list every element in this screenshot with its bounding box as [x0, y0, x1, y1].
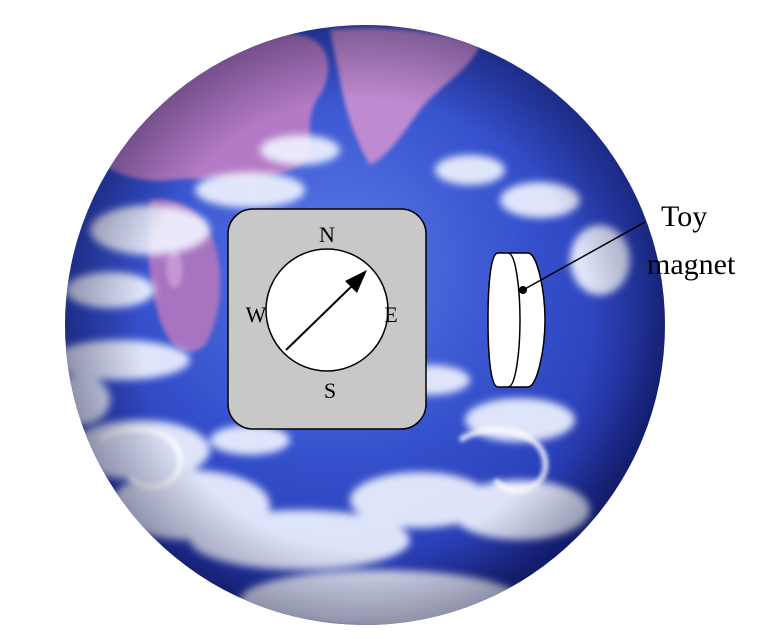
magnet-label-line1: Toy [661, 200, 707, 233]
compass: N E S W [227, 208, 427, 430]
compass-label-north: N [319, 222, 335, 247]
compass-label-east: E [384, 302, 397, 327]
toy-magnet [487, 252, 546, 388]
compass-label-south: S [324, 378, 336, 403]
compass-label-west: W [246, 302, 267, 327]
magnet-callout-line [522, 221, 646, 291]
compass-needle-arrow [285, 270, 367, 351]
magnet-edge [507, 252, 521, 388]
magnet-label-line2: magnet [647, 248, 736, 281]
